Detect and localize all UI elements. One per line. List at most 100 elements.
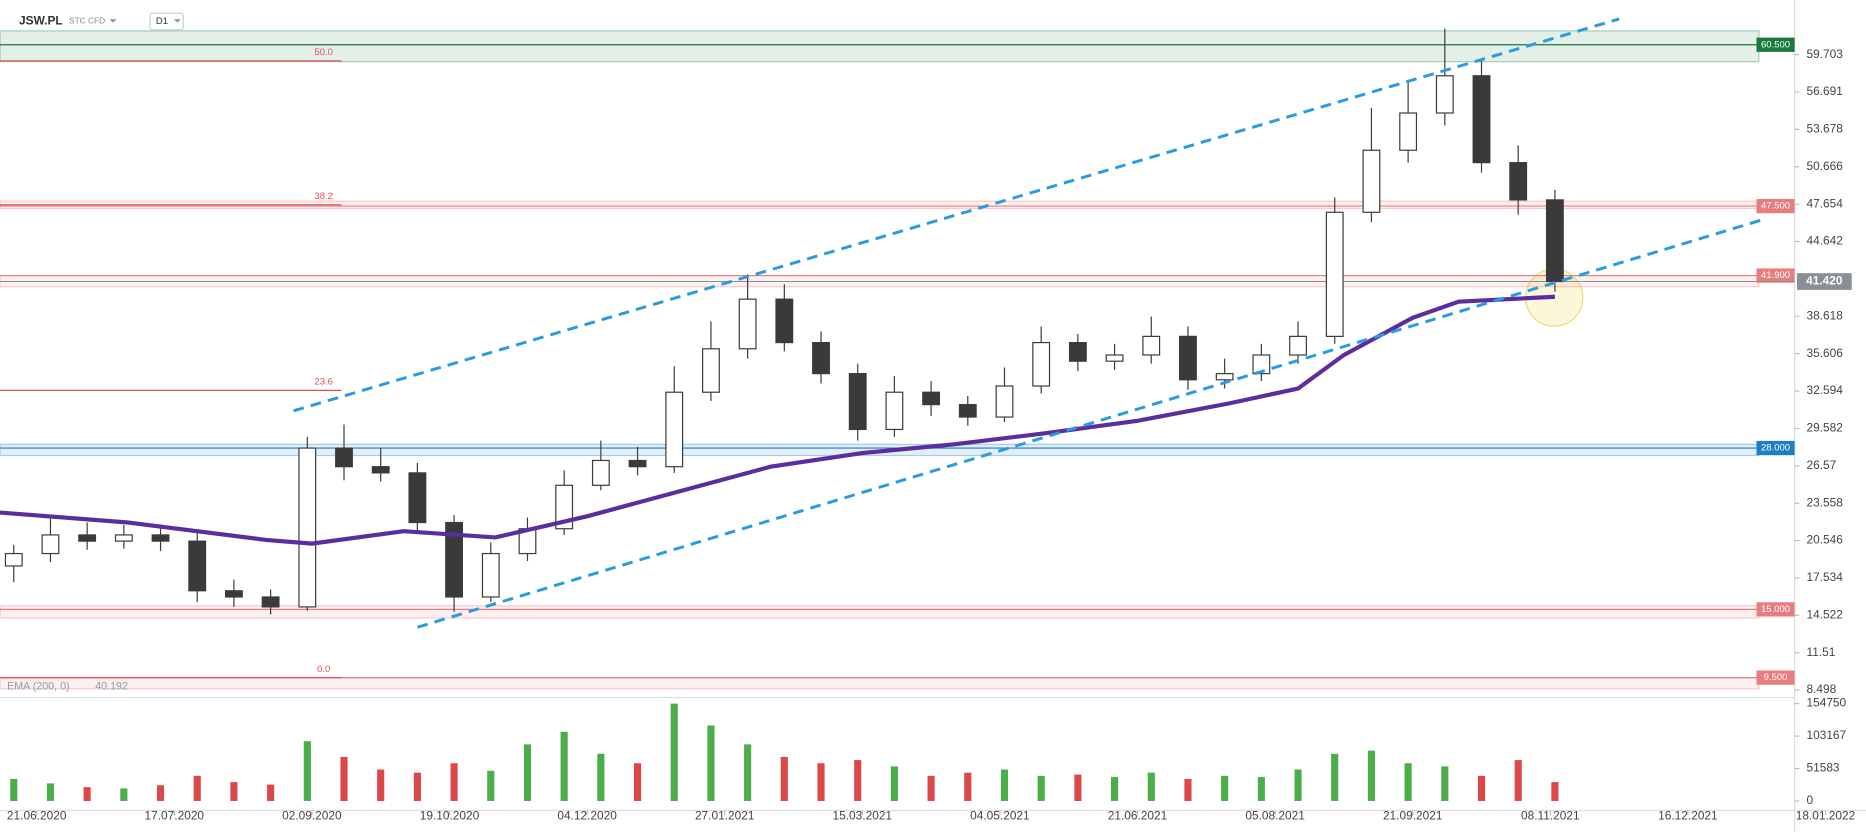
volume-bar [377, 769, 385, 801]
level-tag [1756, 268, 1795, 283]
x-tick-label: 04.12.2020 [557, 809, 617, 823]
y-tick-label: 56.691 [1806, 84, 1843, 98]
volume-bar [1257, 777, 1265, 801]
candle-body [665, 391, 684, 468]
volume-bar [450, 763, 458, 801]
level-band [0, 677, 1760, 690]
volume-bar [267, 784, 275, 801]
volume-tick-label: 103167 [1806, 728, 1846, 742]
last-price-label: 41.420 [1806, 274, 1843, 288]
level-tag-label: 47.500 [1761, 201, 1790, 212]
candle-body [445, 521, 464, 598]
volume-bar [120, 788, 128, 801]
x-tick-label: 21.06.2020 [7, 809, 67, 823]
volume-bar [1294, 769, 1302, 801]
volume-bar [927, 775, 935, 801]
symbol[interactable]: JSW.PL [19, 14, 63, 28]
y-tick-label: 32.594 [1806, 383, 1843, 397]
interval[interactable]: D1 [156, 16, 168, 27]
fib-label: 0.0 [317, 664, 330, 675]
candle-body [151, 534, 170, 542]
candle-body [261, 596, 280, 608]
volume-tick-label: 0 [1806, 793, 1813, 807]
volume-bar [780, 756, 788, 801]
candle-body [371, 466, 390, 474]
candle-body [628, 459, 647, 468]
candle-body [188, 540, 207, 592]
level-tag [1756, 440, 1795, 456]
candle-body [1362, 149, 1381, 213]
volume-bar [1514, 760, 1522, 801]
candle-body [738, 298, 757, 350]
candle-body [1179, 335, 1197, 381]
candle-body [922, 391, 941, 406]
level-tag-label: 28.000 [1761, 443, 1790, 454]
candle-body [995, 385, 1014, 418]
x-tick-label: 21.09.2021 [1383, 809, 1443, 823]
volume-bar [340, 756, 348, 801]
x-tick-label: 27.01.2021 [695, 809, 755, 823]
volume-bar [193, 775, 201, 801]
trendline [293, 17, 1620, 413]
y-tick-label: 14.522 [1806, 607, 1843, 621]
candle-body [1399, 112, 1418, 151]
candle-body [1105, 354, 1124, 362]
y-tick-label: 59.703 [1806, 47, 1843, 61]
volume-bar [817, 763, 825, 801]
ema-label: EMA (200, 0) [7, 681, 69, 693]
volume-bar [1111, 777, 1119, 801]
x-tick-label: 15.03.2021 [833, 809, 893, 823]
fib-label: 50.0 [314, 47, 333, 58]
instrument-type[interactable]: STC CFD [69, 16, 105, 26]
volume-tick-label: 154750 [1806, 696, 1846, 710]
candle-body [1289, 335, 1307, 356]
volume-bar [1331, 753, 1339, 801]
volume-bar [1441, 766, 1449, 801]
ema-line [0, 294, 1556, 546]
level-band [0, 30, 1760, 63]
level-tag-label: 41.900 [1761, 270, 1790, 281]
volume-bar [523, 744, 532, 801]
y-tick-label: 44.642 [1806, 234, 1843, 248]
volume-bar [1147, 772, 1155, 801]
volume-bar [854, 760, 862, 801]
volume-bar [10, 778, 18, 801]
level-tag [1756, 670, 1795, 685]
candle-body [41, 534, 60, 555]
fib-label: 23.6 [314, 377, 333, 388]
candle-body [335, 447, 353, 468]
volume-bar [83, 787, 91, 801]
volume-bar [230, 782, 238, 801]
volume-bar [1221, 775, 1229, 801]
dropdown-icon[interactable] [173, 19, 181, 23]
y-tick-label: 53.678 [1806, 122, 1843, 136]
candle-body [408, 472, 427, 524]
interval-box[interactable] [149, 12, 184, 31]
y-tick-label: 50.666 [1806, 159, 1843, 173]
level-tag [1756, 602, 1795, 617]
x-tick-label: 18.01.2022 [1796, 809, 1856, 823]
candle-body [224, 590, 243, 598]
y-tick-label: 47.654 [1806, 196, 1843, 210]
volume-tick-label: 51583 [1806, 761, 1839, 775]
candle-body [555, 484, 574, 530]
volume-bar [487, 770, 495, 801]
volume-bar [707, 725, 715, 801]
volume-bar [1184, 778, 1192, 801]
dropdown-icon[interactable] [109, 19, 117, 23]
candle-body [775, 298, 794, 344]
volume-bar [597, 753, 605, 801]
candle-body [4, 552, 23, 567]
level-tag-label: 9.500 [1764, 672, 1788, 683]
trendline [416, 218, 1762, 629]
volume-bar [303, 741, 311, 801]
level-band [0, 605, 1760, 619]
candle-body [1509, 162, 1528, 201]
y-tick-label: 20.546 [1806, 533, 1843, 547]
x-tick-label: 21.06.2021 [1108, 809, 1168, 823]
x-tick-label: 04.05.2021 [970, 809, 1030, 823]
volume-bar [670, 703, 678, 801]
volume-bar [156, 785, 165, 801]
